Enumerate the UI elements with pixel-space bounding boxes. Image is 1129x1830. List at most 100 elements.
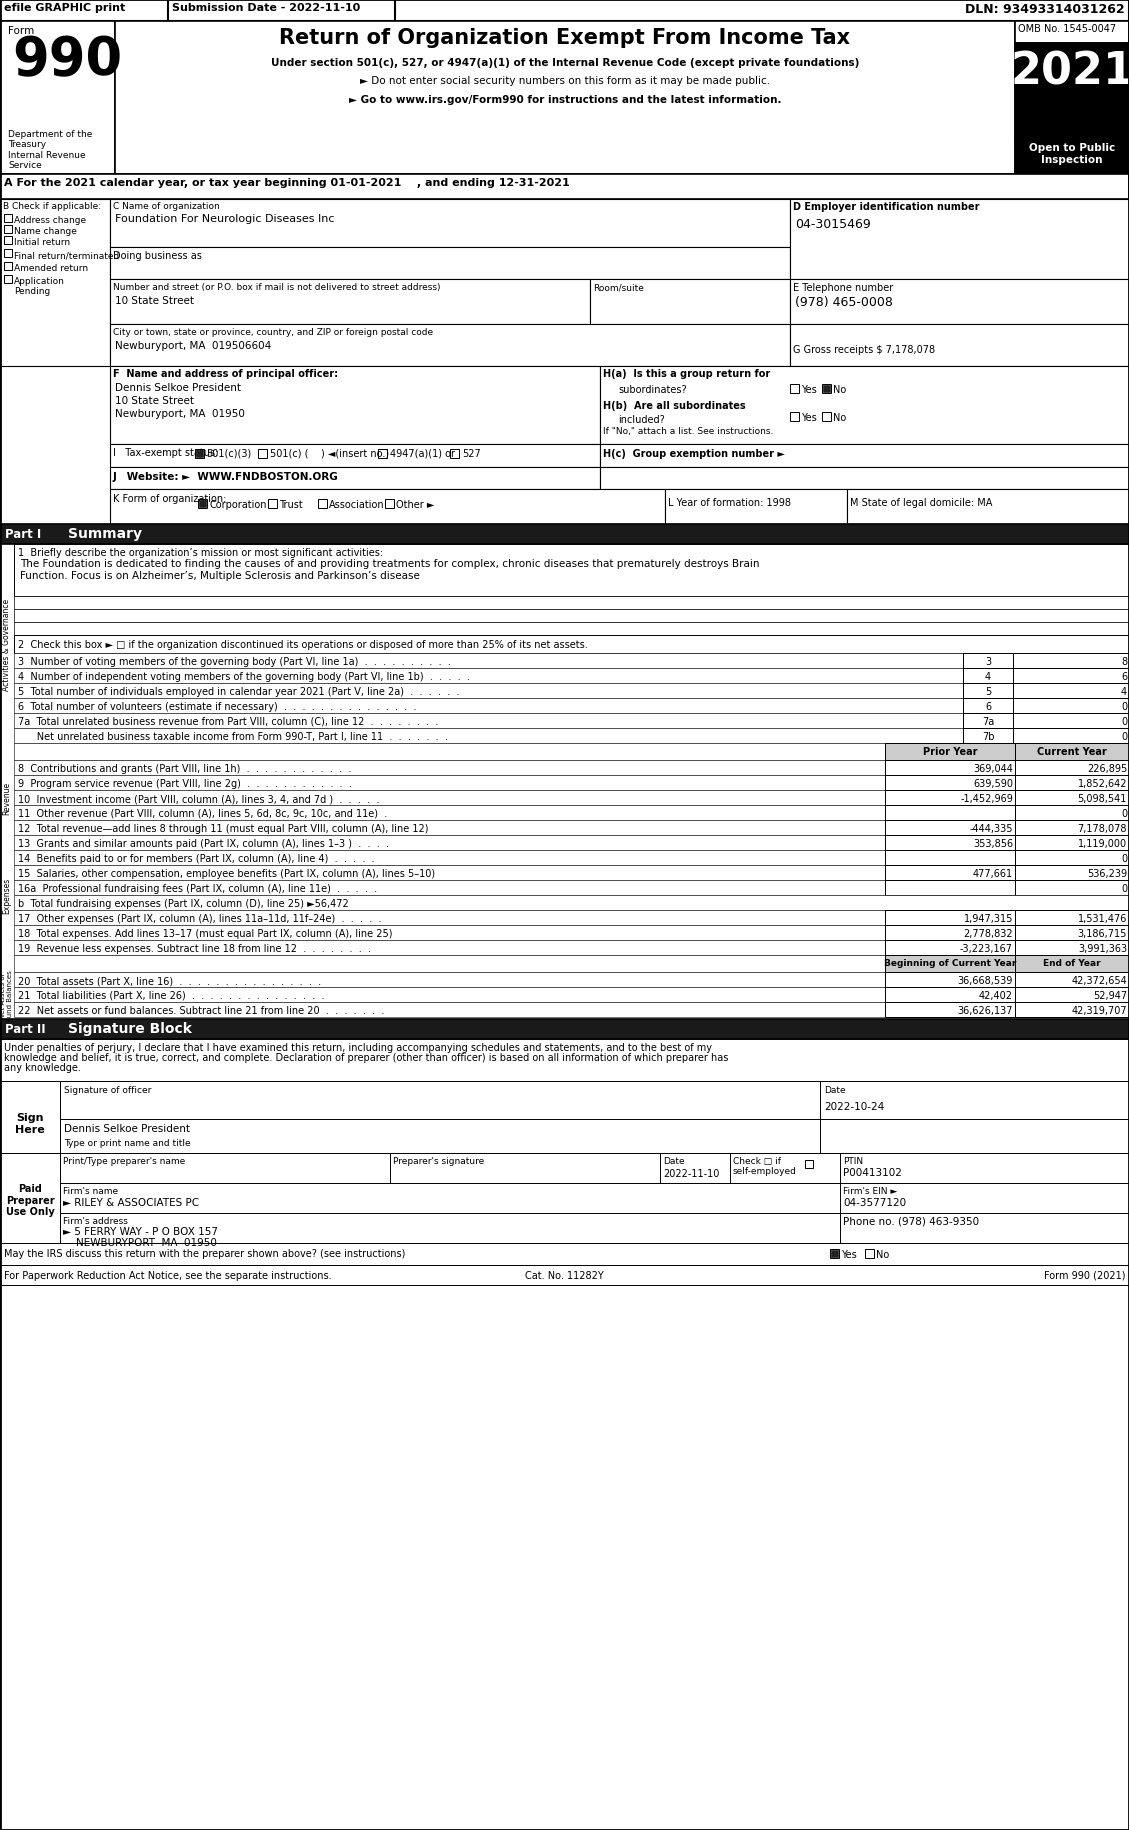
Text: K Form of organization:: K Form of organization: [113,494,227,503]
Bar [14,635,1129,653]
Bar [885,761,1015,776]
Bar [665,490,847,525]
Text: subordinates?: subordinates? [618,384,686,395]
Text: Firm's EIN ►: Firm's EIN ► [843,1186,898,1195]
Text: 5,098,541: 5,098,541 [1077,794,1127,803]
Bar [1015,776,1129,791]
Text: Expenses: Expenses [2,877,11,913]
Bar [885,791,1015,805]
Bar [963,653,1013,668]
Text: H(b)  Are all subordinates: H(b) Are all subordinates [603,401,745,410]
Text: 4  Number of independent voting members of the governing body (Part VI, line 1b): 4 Number of independent voting members o… [18,672,470,681]
Bar [885,941,1015,955]
Bar [1015,139,1129,176]
Text: 2,778,832: 2,778,832 [963,928,1013,939]
Text: 1  Briefly describe the organization’s mission or most significant activities:: 1 Briefly describe the organization’s mi… [18,547,383,558]
Bar [1015,941,1129,955]
Text: 4: 4 [984,672,991,681]
Text: 11  Other revenue (Part VIII, column (A), lines 5, 6d, 8c, 9c, 10c, and 11e)  .: 11 Other revenue (Part VIII, column (A),… [18,809,387,818]
Text: Beginning of Current Year: Beginning of Current Year [884,959,1016,968]
Text: Final return/terminated: Final return/terminated [14,251,120,260]
Bar [885,866,1015,880]
Bar [1015,22,1129,44]
Bar [790,324,1129,366]
Bar [198,500,207,509]
Bar [963,668,1013,684]
Bar [885,836,1015,851]
Bar [14,545,1129,597]
Bar [14,911,885,926]
Bar [865,1250,874,1259]
Text: Signature Block: Signature Block [68,1021,192,1036]
Bar [110,366,599,445]
Bar [885,880,1015,895]
Text: Yes: Yes [841,1250,857,1259]
Text: Current Year: Current Year [1038,747,1106,756]
Text: -1,452,969: -1,452,969 [960,794,1013,803]
Text: 52,947: 52,947 [1093,990,1127,1001]
Text: Form: Form [8,26,34,37]
Text: Dennis Selkoe President: Dennis Selkoe President [64,1124,190,1133]
Text: 501(c) (    ) ◄(insert no.): 501(c) ( ) ◄(insert no.) [270,448,390,459]
Bar [1015,791,1129,805]
Bar [885,805,1015,820]
Bar [14,941,885,955]
Bar [0,1243,1129,1265]
Bar [115,22,1015,176]
Bar [590,280,790,324]
Text: D Employer identification number: D Employer identification number [793,201,980,212]
Bar [318,500,327,509]
Text: 527: 527 [462,448,481,459]
Text: 12  Total revenue—add lines 8 through 11 (must equal Part VIII, column (A), line: 12 Total revenue—add lines 8 through 11 … [18,824,429,833]
Text: No: No [833,384,847,395]
Text: Net Assets or
Fund Balances: Net Assets or Fund Balances [0,970,14,1021]
Text: (978) 465-0008: (978) 465-0008 [795,296,893,309]
Bar [1015,926,1129,941]
Text: B Check if applicable:: B Check if applicable: [3,201,102,210]
Bar [14,684,963,699]
Bar [0,22,115,176]
Text: 2021: 2021 [1010,49,1129,93]
Text: 0: 0 [1121,732,1127,741]
Text: If "No," attach a list. See instructions.: If "No," attach a list. See instructions… [603,426,773,436]
Text: Corporation: Corporation [209,500,266,511]
Text: 353,856: 353,856 [973,838,1013,849]
Bar [963,699,1013,714]
Text: Date: Date [663,1157,684,1166]
Text: 0: 0 [1121,809,1127,818]
Text: P00413102: P00413102 [843,1168,902,1177]
Bar [1015,880,1129,895]
Text: Trust: Trust [279,500,303,511]
Bar [14,699,963,714]
Text: G Gross receipts $ 7,178,078: G Gross receipts $ 7,178,078 [793,344,935,355]
Text: 14  Benefits paid to or for members (Part IX, column (A), line 4)  .  .  .  .  .: 14 Benefits paid to or for members (Part… [18,853,375,864]
Text: efile GRAPHIC print: efile GRAPHIC print [5,4,125,13]
Bar [14,743,885,761]
Text: 2022-11-10: 2022-11-10 [663,1168,719,1179]
Text: 17  Other expenses (Part IX, column (A), lines 11a–11d, 11f–24e)  .  .  .  .  .: 17 Other expenses (Part IX, column (A), … [18,913,382,924]
Bar [0,525,1129,545]
Bar [963,728,1013,743]
Text: Initial return: Initial return [14,238,70,247]
Text: Newburyport, MA  019506604: Newburyport, MA 019506604 [115,340,271,351]
Text: H(a)  Is this a group return for: H(a) Is this a group return for [603,370,770,379]
Text: Signature of officer: Signature of officer [64,1085,151,1094]
Text: Yes: Yes [800,384,816,395]
Bar [14,836,885,851]
Bar [599,468,1129,490]
Text: 36,626,137: 36,626,137 [957,1005,1013,1016]
Text: 0: 0 [1121,701,1127,712]
Text: Association: Association [329,500,385,511]
Bar [14,714,963,728]
Text: Summary: Summary [68,527,142,540]
Text: 6: 6 [1121,672,1127,681]
Text: Open to Public
Inspection: Open to Public Inspection [1029,143,1115,165]
Bar [14,622,1129,635]
Bar [14,776,885,791]
Bar [1015,44,1129,139]
Text: No: No [833,414,847,423]
Text: OMB No. 1545-0047: OMB No. 1545-0047 [1018,24,1117,35]
Text: 3,186,715: 3,186,715 [1077,928,1127,939]
Text: 8  Contributions and grants (Part VIII, line 1h)  .  .  .  .  .  .  .  .  .  .  : 8 Contributions and grants (Part VIII, l… [18,763,351,774]
Bar [790,414,799,421]
